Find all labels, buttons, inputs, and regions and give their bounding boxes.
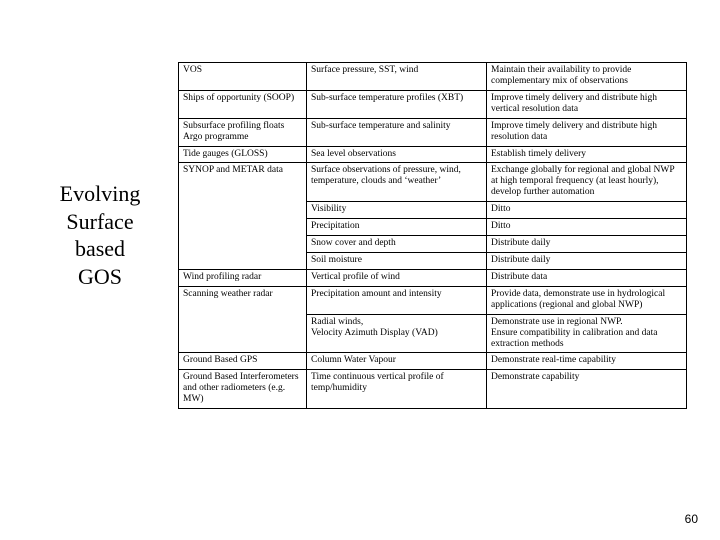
cell-observation: Snow cover and depth — [307, 236, 487, 253]
cell-action: Demonstrate capability — [487, 370, 687, 409]
cell-system — [179, 314, 307, 353]
cell-action: Exchange globally for regional and globa… — [487, 163, 687, 202]
table-row: Tide gauges (GLOSS)Sea level observation… — [179, 146, 687, 163]
table-row: SYNOP and METAR dataSurface observations… — [179, 163, 687, 202]
cell-system: Wind profiling radar — [179, 269, 307, 286]
cell-system: Ground Based GPS — [179, 353, 307, 370]
table-row: Wind profiling radarVertical profile of … — [179, 269, 687, 286]
cell-system — [179, 236, 307, 253]
cell-action: Maintain their availability to provide c… — [487, 63, 687, 91]
page-number: 60 — [685, 512, 698, 526]
cell-action: Distribute daily — [487, 236, 687, 253]
cell-action: Provide data, demonstrate use in hydrolo… — [487, 286, 687, 314]
gos-table: VOSSurface pressure, SST, windMaintain t… — [178, 62, 687, 409]
table-row: Scanning weather radarPrecipitation amou… — [179, 286, 687, 314]
cell-observation: Surface pressure, SST, wind — [307, 63, 487, 91]
cell-system: VOS — [179, 63, 307, 91]
gos-table-body: VOSSurface pressure, SST, windMaintain t… — [179, 63, 687, 409]
title-line: GOS — [78, 264, 122, 289]
cell-observation: Radial winds,Velocity Azimuth Display (V… — [307, 314, 487, 353]
cell-observation: Column Water Vapour — [307, 353, 487, 370]
cell-system — [179, 252, 307, 269]
cell-system: SYNOP and METAR data — [179, 163, 307, 202]
cell-observation: Precipitation amount and intensity — [307, 286, 487, 314]
cell-system: Ground Based Interferometers and other r… — [179, 370, 307, 409]
cell-observation: Surface observations of pressure, wind, … — [307, 163, 487, 202]
table-row: Ground Based Interferometers and other r… — [179, 370, 687, 409]
title-line: based — [75, 236, 125, 261]
cell-system — [179, 219, 307, 236]
cell-system: Ships of opportunity (SOOP) — [179, 90, 307, 118]
cell-observation: Sub-surface temperature profiles (XBT) — [307, 90, 487, 118]
cell-action: Ditto — [487, 202, 687, 219]
cell-action: Establish timely delivery — [487, 146, 687, 163]
cell-action: Ditto — [487, 219, 687, 236]
cell-observation: Vertical profile of wind — [307, 269, 487, 286]
title-line: Evolving — [60, 181, 141, 206]
page: Evolving Surface based GOS VOSSurface pr… — [0, 0, 720, 540]
table-row: Radial winds,Velocity Azimuth Display (V… — [179, 314, 687, 353]
cell-action: Distribute data — [487, 269, 687, 286]
table-row: Snow cover and depthDistribute daily — [179, 236, 687, 253]
cell-observation: Sea level observations — [307, 146, 487, 163]
table-row: Soil moistureDistribute daily — [179, 252, 687, 269]
cell-action: Improve timely delivery and distribute h… — [487, 118, 687, 146]
cell-observation: Sub-surface temperature and salinity — [307, 118, 487, 146]
cell-observation: Precipitation — [307, 219, 487, 236]
table-row: VisibilityDitto — [179, 202, 687, 219]
cell-observation: Soil moisture — [307, 252, 487, 269]
table-row: PrecipitationDitto — [179, 219, 687, 236]
gos-table-container: VOSSurface pressure, SST, windMaintain t… — [178, 62, 686, 409]
cell-observation: Time continuous vertical profile of temp… — [307, 370, 487, 409]
table-row: Subsurface profiling floats Argo program… — [179, 118, 687, 146]
title-line: Surface — [66, 209, 133, 234]
cell-action: Distribute daily — [487, 252, 687, 269]
page-title: Evolving Surface based GOS — [30, 180, 170, 290]
cell-action: Demonstrate use in regional NWP.Ensure c… — [487, 314, 687, 353]
cell-system: Tide gauges (GLOSS) — [179, 146, 307, 163]
cell-system: Subsurface profiling floats Argo program… — [179, 118, 307, 146]
cell-system — [179, 202, 307, 219]
cell-system: Scanning weather radar — [179, 286, 307, 314]
cell-observation: Visibility — [307, 202, 487, 219]
cell-action: Demonstrate real-time capability — [487, 353, 687, 370]
table-row: VOSSurface pressure, SST, windMaintain t… — [179, 63, 687, 91]
cell-action: Improve timely delivery and distribute h… — [487, 90, 687, 118]
table-row: Ground Based GPSColumn Water VapourDemon… — [179, 353, 687, 370]
table-row: Ships of opportunity (SOOP)Sub-surface t… — [179, 90, 687, 118]
